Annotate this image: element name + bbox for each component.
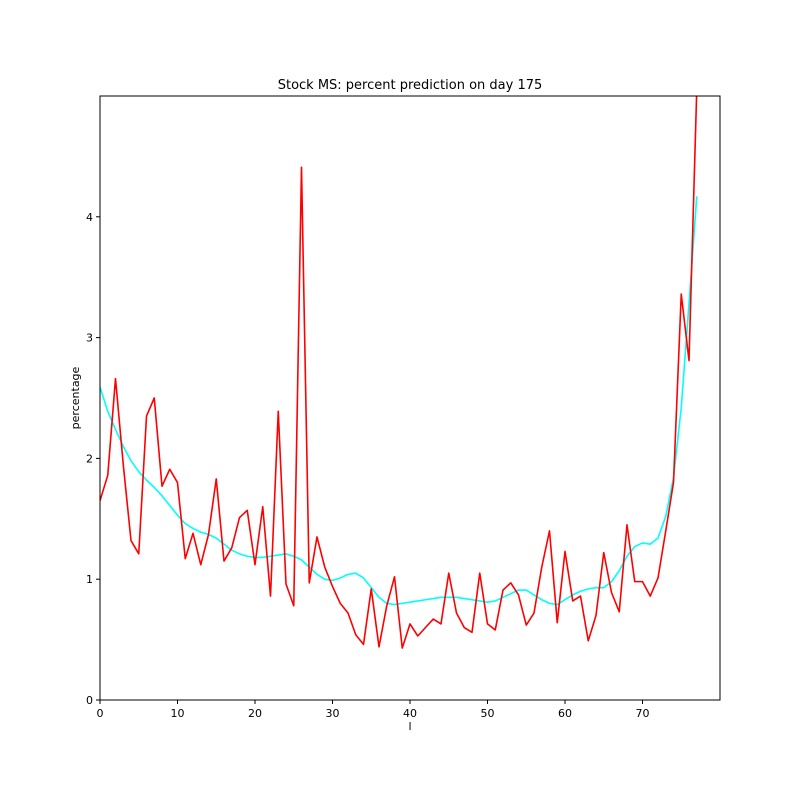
x-tick-label: 40: [403, 707, 417, 720]
y-axis: 0 1 2 3 4: [86, 211, 100, 707]
y-axis-label: percentage: [69, 366, 82, 429]
x-tick-label: 70: [636, 707, 650, 720]
x-axis-label: l: [408, 720, 411, 733]
chart-title: Stock MS: percent prediction on day 175: [278, 78, 543, 93]
x-tick-label: 20: [248, 707, 262, 720]
x-tick-label: 30: [326, 707, 340, 720]
x-tick-label: 0: [97, 707, 104, 720]
series-layer: [100, 96, 698, 649]
y-tick-label: 1: [86, 573, 93, 586]
x-tick-label: 60: [558, 707, 572, 720]
x-tick-label: 10: [171, 707, 185, 720]
y-tick-label: 0: [86, 694, 93, 707]
y-tick-label: 2: [86, 452, 93, 465]
x-tick-label: 50: [481, 707, 495, 720]
series-line-red: [100, 96, 698, 649]
series-line-cyan: [100, 196, 698, 606]
y-tick-label: 3: [86, 332, 93, 345]
x-axis: 0 10 20 30 40 50 60 70: [97, 700, 650, 720]
y-tick-label: 4: [86, 211, 93, 224]
